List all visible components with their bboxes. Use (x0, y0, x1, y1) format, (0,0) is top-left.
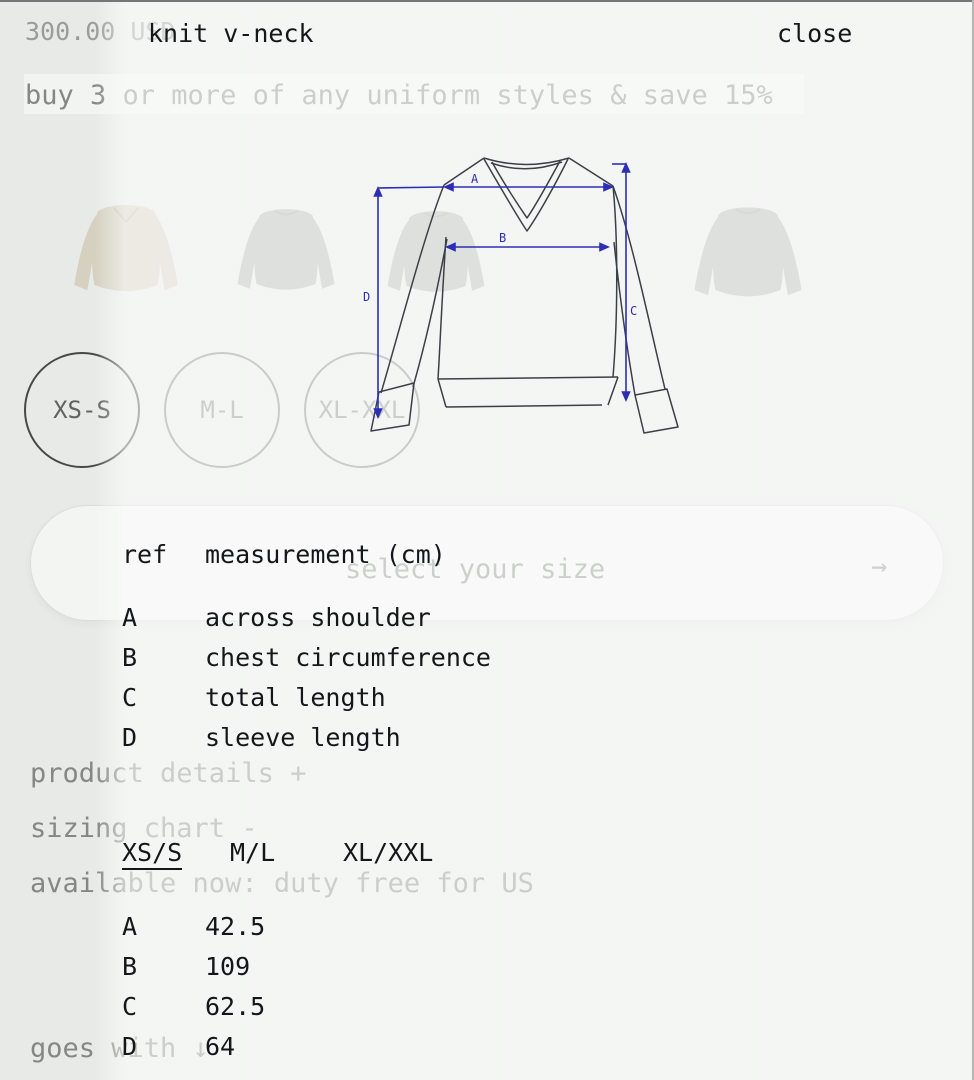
window-right-edge (972, 0, 974, 1080)
legend-row-label: total length (205, 683, 386, 712)
size-tab-xs-s[interactable]: XS/S (122, 838, 183, 870)
legend-header-measurement: measurement (cm) (205, 540, 446, 569)
value-row-ref: A (122, 912, 138, 941)
value-row-value: 109 (205, 952, 251, 981)
close-button[interactable]: close (777, 19, 853, 48)
value-row-value: 64 (205, 1032, 236, 1061)
size-tab-m-l[interactable]: M/L (230, 838, 276, 867)
legend-header-ref: ref (122, 540, 168, 569)
legend-row-ref: B (122, 643, 138, 672)
value-row-value: 42.5 (205, 912, 266, 941)
legend-row-ref: A (122, 603, 138, 632)
value-row-ref: C (122, 992, 138, 1021)
legend-row-ref: D (122, 723, 138, 752)
diagram-label-b: B (499, 231, 506, 245)
sweater-measurement-diagram: A B C D (322, 128, 683, 490)
value-row-ref: B (122, 952, 138, 981)
window-top-edge (0, 0, 974, 2)
diagram-label-a: A (471, 172, 479, 186)
legend-row-ref: C (122, 683, 138, 712)
size-tab-xl-xxl[interactable]: XL/XXL (343, 838, 434, 867)
diagram-label-d: D (363, 290, 370, 304)
value-row-value: 62.5 (205, 992, 266, 1021)
legend-row-label: sleeve length (205, 723, 401, 752)
legend-row-label: across shoulder (205, 603, 431, 632)
diagram-label-c: C (630, 304, 637, 318)
value-row-ref: D (122, 1032, 138, 1061)
sheet-title: knit v-neck (148, 19, 314, 48)
legend-row-label: chest circumference (205, 643, 491, 672)
